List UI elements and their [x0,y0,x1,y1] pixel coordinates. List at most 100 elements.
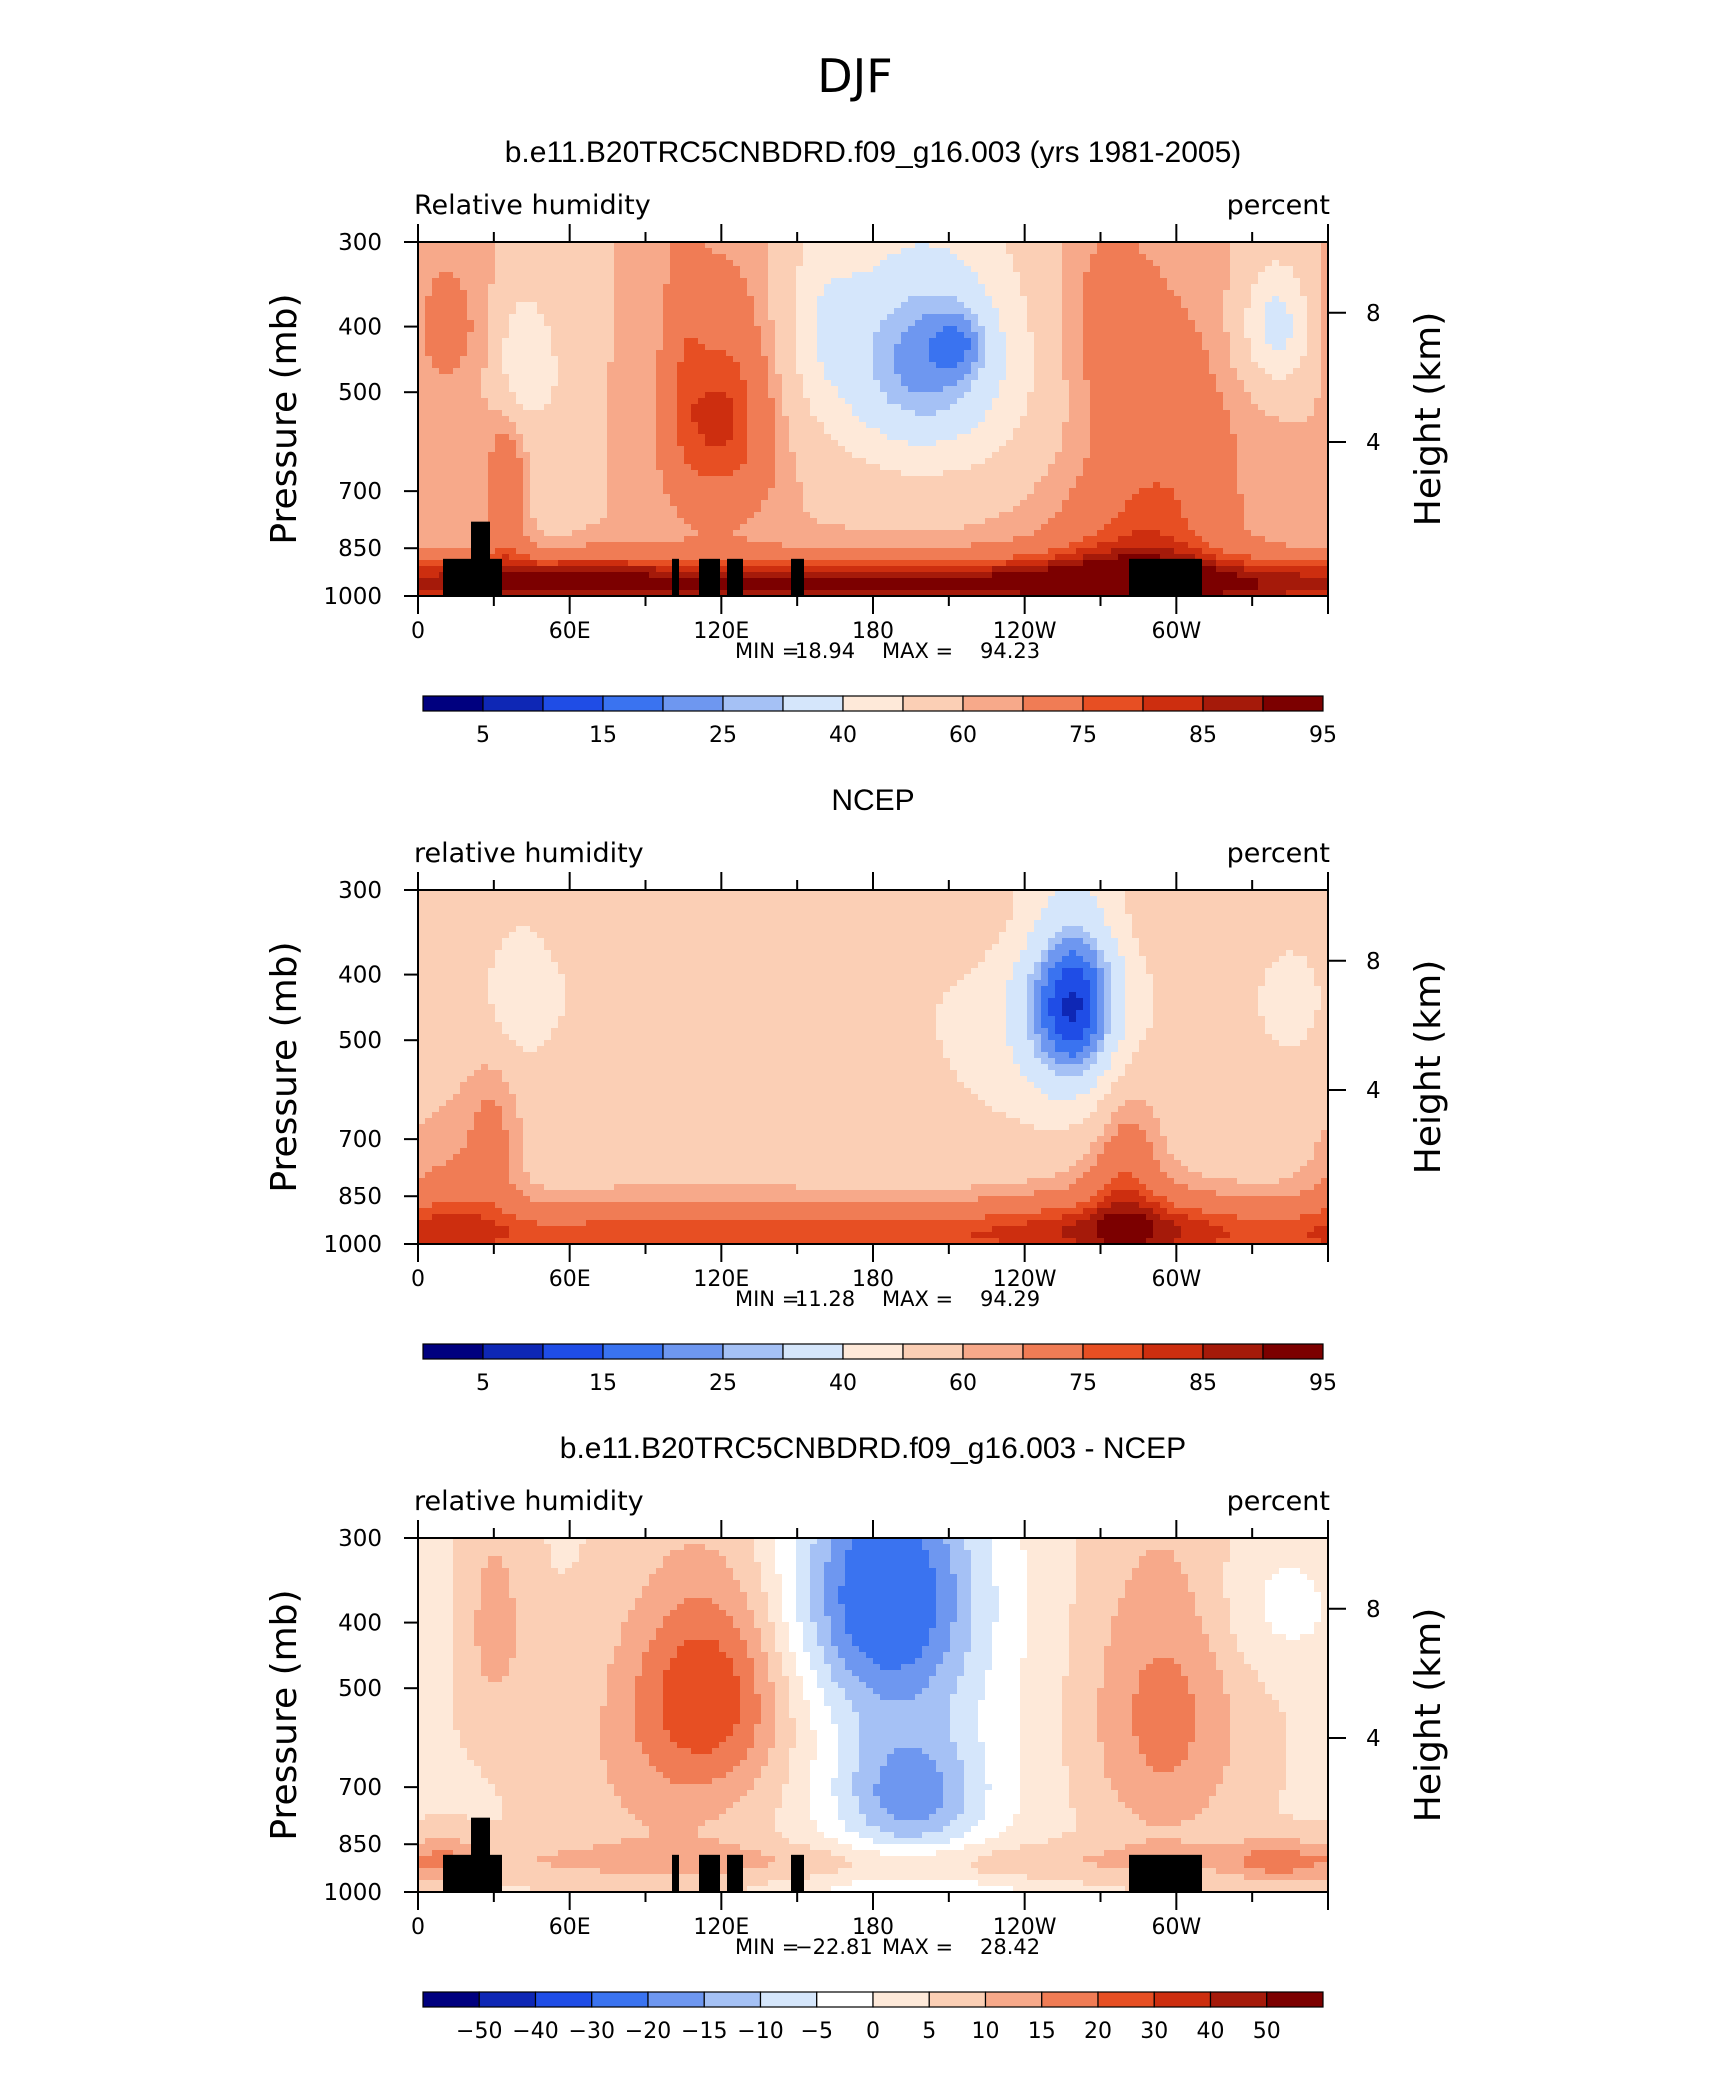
colorbar-label: 15 [1028,2019,1056,2044]
colorbar-swatch [423,1992,479,2007]
y2-tick-label: 4 [1366,1078,1381,1104]
panel-title: NCEP [831,784,914,817]
colorbar-swatch [483,1344,543,1359]
colorbar-label: 5 [922,2019,936,2044]
colorbar: −50 −40 −30 −20 −15 −10 −5 0 5 10 15 20 30 40 50 [423,1992,1323,2044]
x-tick-label: 0 [411,1267,425,1292]
colorbar-label: 0 [866,2019,880,2044]
contour-field [418,1538,1329,1893]
colorbar-swatch [873,1992,929,2007]
colorbar-swatch [761,1992,817,2007]
contour-field [418,242,1329,597]
colorbar-label: 5 [476,1371,490,1396]
colorbar-label: 15 [589,723,617,748]
y-tick-label: 1000 [323,1232,382,1258]
y2-axis-label: Height (km) [1408,960,1449,1174]
colorbar-label: −50 [456,2019,502,2044]
colorbar-swatch [1083,696,1143,711]
colorbar-swatch [963,1344,1023,1359]
colorbar-label: −20 [625,2019,671,2044]
y2-tick-label: 8 [1366,1597,1381,1623]
colorbar-swatch [723,1344,783,1359]
colorbar-swatch [903,696,963,711]
colorbar-label: 60 [949,1371,977,1396]
min-value: 18.94 [795,639,855,663]
colorbar-swatch [536,1992,592,2007]
colorbar-label: 85 [1189,723,1217,748]
min-value: −22.81 [795,1935,873,1959]
colorbar-label: 95 [1309,1371,1337,1396]
colorbar-swatch [929,1992,985,2007]
colorbar-label: 75 [1069,1371,1097,1396]
x-tick-label: 60W [1151,1267,1201,1292]
max-label: MAX = [882,639,953,663]
colorbar-swatch [1211,1992,1267,2007]
y-axis-label: Pressure (mb) [264,941,305,1192]
colorbar-label: 20 [1084,2019,1112,2044]
colorbar-label: 25 [709,1371,737,1396]
max-value: 94.23 [980,639,1040,663]
max-value: 28.42 [980,1935,1040,1959]
panel-3: b.e11.B20TRC5CNBDRD.f09_g16.003 - NCEPre… [264,1432,1449,2044]
colorbar-swatch [1154,1992,1210,2007]
x-tick-label: 60E [549,1915,591,1940]
y-tick-label: 400 [338,1611,382,1637]
colorbar-label: 25 [709,723,737,748]
units-label: percent [1227,190,1330,221]
colorbar-swatch [663,696,723,711]
colorbar-swatch [1263,696,1323,711]
min-label: MIN = [735,1935,799,1959]
colorbar-swatch [903,1344,963,1359]
colorbar-label: 50 [1253,2019,1281,2044]
colorbar-swatch [1263,1344,1323,1359]
colorbar-swatch [592,1992,648,2007]
colorbar-label: 85 [1189,1371,1217,1396]
colorbar-label: 75 [1069,723,1097,748]
colorbar-swatch [1203,696,1263,711]
y2-axis-label: Height (km) [1408,1608,1449,1822]
colorbar-swatch [1143,1344,1203,1359]
y-tick-label: 300 [338,230,382,256]
y-tick-label: 1000 [323,1880,382,1906]
colorbar-label: 5 [476,723,490,748]
colorbar-swatch [543,696,603,711]
min-value: 11.28 [795,1287,855,1311]
panel-title: b.e11.B20TRC5CNBDRD.f09_g16.003 (yrs 198… [505,136,1242,169]
colorbar-label: 60 [949,723,977,748]
colorbar-swatch [986,1992,1042,2007]
colorbar-swatch [543,1344,603,1359]
colorbar-label: 30 [1140,2019,1168,2044]
x-tick-label: 60W [1151,1915,1201,1940]
colorbar-swatch [1042,1992,1098,2007]
y2-tick-label: 4 [1366,430,1381,456]
y2-tick-label: 8 [1366,301,1381,327]
x-tick-label: 60E [549,1267,591,1292]
contour-field [418,890,1329,1245]
y-axis-label: Pressure (mb) [264,1589,305,1840]
max-label: MAX = [882,1935,953,1959]
colorbar-label: −15 [681,2019,727,2044]
colorbar-swatch [1023,696,1083,711]
colorbar-swatch [1098,1992,1154,2007]
y2-axis-label: Height (km) [1408,312,1449,526]
colorbar-swatch [817,1992,873,2007]
colorbar-swatch [483,696,543,711]
colorbar-label: −10 [737,2019,783,2044]
y-tick-label: 500 [338,1028,382,1054]
max-value: 94.29 [980,1287,1040,1311]
colorbar-swatch [783,696,843,711]
y-tick-label: 700 [338,1775,382,1801]
units-label: percent [1227,838,1330,869]
colorbar-swatch [843,696,903,711]
y-tick-label: 850 [338,1832,382,1858]
min-label: MIN = [735,1287,799,1311]
y-tick-label: 300 [338,878,382,904]
colorbar-swatch [603,1344,663,1359]
panel-title: b.e11.B20TRC5CNBDRD.f09_g16.003 - NCEP [560,1432,1186,1465]
colorbar-swatch [843,1344,903,1359]
variable-label: relative humidity [414,838,644,869]
y-tick-label: 400 [338,963,382,989]
y-axis-label: Pressure (mb) [264,293,305,544]
colorbar-swatch [423,696,483,711]
colorbar-swatch [663,1344,723,1359]
